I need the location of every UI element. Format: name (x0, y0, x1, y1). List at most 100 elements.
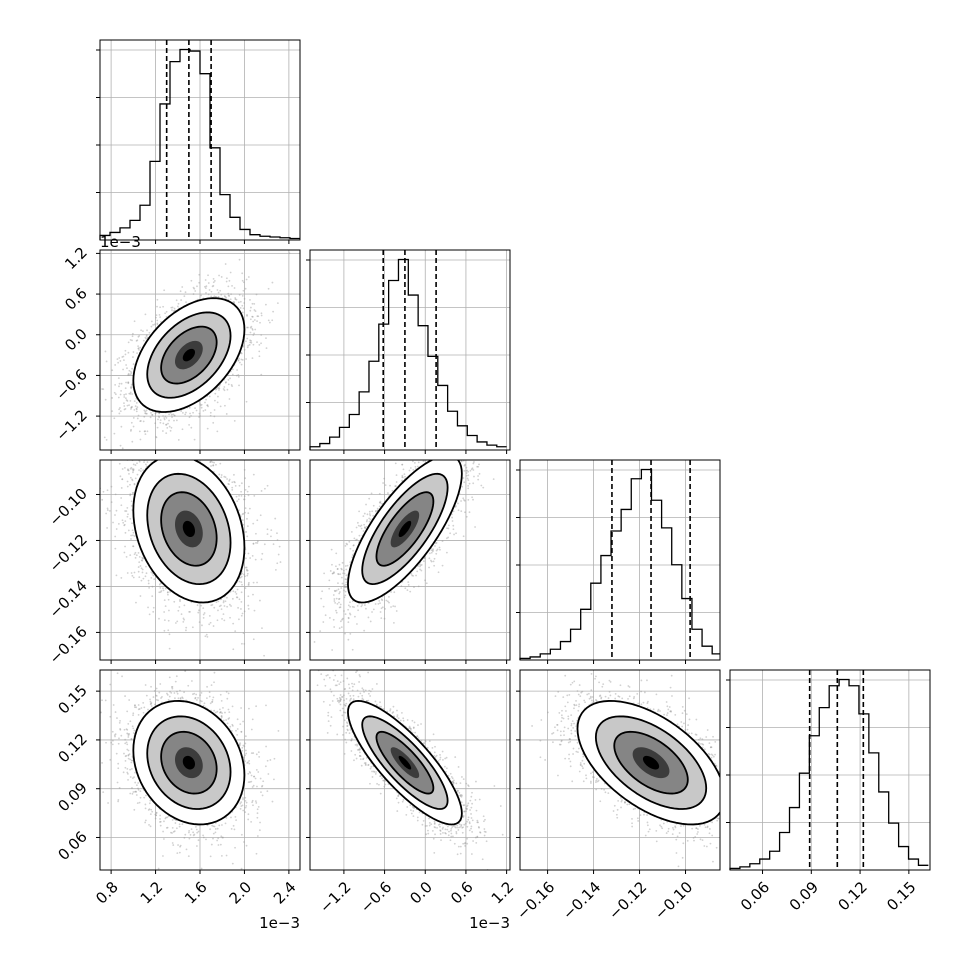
sample-point (204, 287, 207, 290)
sample-point (249, 318, 252, 321)
sample-point (213, 606, 216, 609)
sample-point (238, 361, 241, 364)
sample-point (125, 399, 128, 401)
sample-point (118, 412, 121, 415)
sample-point (234, 591, 237, 593)
contour-line (146, 311, 232, 399)
sample-point (113, 432, 116, 435)
sample-point (231, 373, 234, 376)
sample-point (130, 387, 133, 390)
sample-point (130, 538, 132, 540)
sample-point (212, 284, 215, 287)
sample-point (172, 413, 175, 416)
sample-point (131, 335, 134, 338)
sample-point (237, 301, 240, 304)
sample-point (250, 325, 253, 328)
sample-point (136, 462, 138, 465)
sample-point (111, 397, 114, 399)
sample-point (210, 460, 213, 463)
sample-point (219, 289, 222, 292)
sample-point (141, 568, 144, 571)
sample-point (254, 328, 257, 331)
sample-point (126, 404, 129, 407)
sample-point (246, 574, 249, 577)
sample-point (130, 572, 133, 574)
sample-point (250, 339, 253, 342)
sample-point (260, 334, 263, 336)
sample-point (137, 335, 140, 338)
sample-point (129, 373, 132, 376)
sample-point (212, 625, 215, 627)
sample-point (225, 280, 228, 283)
sample-point (123, 408, 126, 411)
sample-point (240, 600, 243, 603)
sample-point (278, 545, 281, 548)
sample-point (176, 620, 179, 623)
sample-point (197, 611, 200, 614)
sample-point (260, 342, 262, 345)
sample-point (234, 297, 237, 299)
sample-point (193, 287, 196, 290)
sample-point (211, 603, 214, 606)
sample-point (146, 430, 149, 433)
sample-point (123, 396, 126, 398)
sample-point (205, 291, 207, 294)
sample-point (128, 374, 130, 377)
sample-point (125, 393, 127, 396)
density-core (182, 348, 195, 362)
sample-point (252, 334, 255, 336)
sample-point (240, 358, 243, 361)
sample-point (120, 577, 123, 579)
sample-point (165, 423, 168, 426)
sample-point (155, 316, 157, 319)
sample-point (246, 525, 249, 528)
sample-point (205, 398, 207, 401)
sample-point (117, 523, 120, 525)
sample-point (230, 383, 233, 386)
sample-point (238, 357, 240, 360)
sample-point (256, 315, 259, 318)
sample-point (147, 579, 150, 582)
sample-point (103, 436, 106, 439)
sample-point (238, 293, 241, 296)
sample-point (163, 417, 166, 419)
sample-point (142, 420, 145, 423)
sample-point (129, 393, 132, 395)
sample-point (124, 520, 127, 523)
sample-point (117, 396, 120, 399)
sample-point (225, 296, 228, 299)
sample-point (251, 327, 254, 330)
sample-point (204, 409, 207, 411)
sample-point (168, 419, 170, 422)
sample-point (133, 400, 136, 403)
sample-point (233, 419, 236, 422)
sample-point (129, 391, 132, 394)
sample-point (129, 339, 132, 341)
sample-point (172, 310, 175, 313)
sample-point (184, 413, 187, 416)
sample-point (213, 415, 216, 418)
sample-point (131, 574, 134, 577)
sample-point (214, 392, 217, 395)
sample-point (127, 381, 130, 384)
sample-point (150, 320, 153, 323)
sample-point (102, 388, 105, 391)
sample-point (132, 469, 135, 471)
sample-point (194, 290, 197, 292)
panel-2-0 (96, 459, 301, 664)
sample-point (235, 495, 238, 498)
sample-point (190, 279, 193, 282)
sample-point (245, 358, 247, 360)
sample-point (152, 324, 154, 326)
sample-point (159, 306, 162, 309)
sample-point (244, 488, 247, 491)
sample-point (247, 512, 250, 515)
sample-point (170, 306, 173, 309)
sample-point (242, 289, 245, 292)
sample-point (192, 411, 194, 414)
sample-point (217, 291, 220, 294)
sample-point (192, 286, 195, 289)
sample-point (198, 412, 201, 415)
sample-point (218, 605, 221, 608)
sample-point (236, 369, 239, 371)
